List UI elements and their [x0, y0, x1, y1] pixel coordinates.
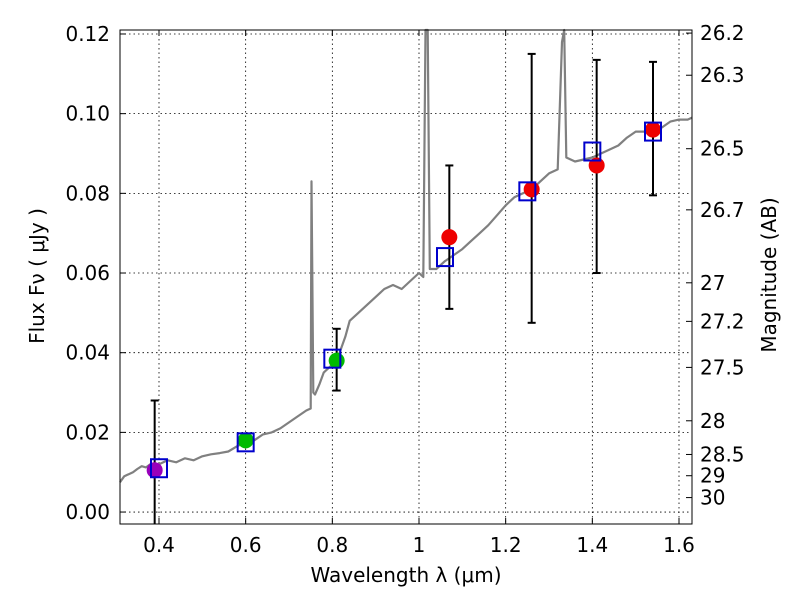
observed-point: [441, 229, 458, 246]
y-tick-label: 0.10: [65, 102, 110, 126]
x-tick-label: 0.8: [316, 533, 348, 557]
y-tick-label: 0.04: [65, 341, 110, 365]
grid-lines: [120, 30, 692, 524]
x-axis: 0.4 0.6 0.8 1 1.2 1.4 1.6: [143, 30, 695, 557]
model-point: [583, 141, 602, 162]
x-tick-label: 1.2: [490, 533, 522, 557]
observed-point: [645, 121, 661, 138]
magnitude-tick-label: 27.5: [700, 355, 745, 379]
errorbar-layer: [150, 52, 657, 524]
magnitude-tick-label: 26.7: [700, 198, 745, 222]
x-axis-label: Wavelength λ (μm): [310, 563, 501, 587]
magnitude-tick-label: 29: [700, 464, 725, 488]
x-tick-label: 1.6: [663, 533, 695, 557]
observed-point: [328, 352, 345, 369]
magnitude-axis-label: Magnitude (AB): [757, 197, 781, 352]
model-point: [236, 432, 255, 453]
model-point: [323, 348, 342, 369]
y-tick-label: 0.08: [65, 181, 110, 205]
model-point: [518, 181, 537, 202]
x-tick-label: 1: [413, 533, 426, 557]
y-tick-label: 0.00: [65, 500, 110, 524]
observed-point: [237, 432, 254, 449]
y-axis-label: Flux Fν ( μJy ): [25, 208, 49, 344]
y-tick-label: 0.12: [65, 22, 110, 46]
magnitude-tick-label: 28: [700, 409, 725, 433]
observed-point: [523, 181, 540, 198]
magnitude-tick-label: 30: [700, 486, 725, 510]
y-tick-label: 0.02: [65, 420, 110, 444]
plot-frame: [119, 29, 693, 525]
x-tick-label: 1.4: [576, 533, 608, 557]
magnitude-tick-label: 28.5: [700, 442, 745, 466]
x-tick-label: 0.6: [230, 533, 262, 557]
model-points-layer: [150, 121, 662, 479]
template-spectrum-layer: [119, 28, 693, 483]
model-point: [150, 458, 168, 479]
y-axis: 0.00 0.02 0.04 0.06 0.08 0.10 0.12: [65, 22, 126, 524]
observed-points-layer: [146, 121, 661, 479]
observed-point: [146, 462, 163, 479]
magnitude-tick-label: 26.3: [700, 63, 745, 87]
x-tick-label: 0.4: [143, 533, 175, 557]
y-tick-label: 0.06: [65, 261, 110, 285]
template-spectrum-line: [119, 28, 693, 483]
model-point: [644, 121, 662, 142]
magnitude-tick-label: 27.2: [700, 309, 745, 333]
magnitude-tick-label: 27: [700, 271, 725, 295]
model-point: [436, 247, 454, 268]
magnitude-tick-label: 26.5: [700, 137, 745, 161]
magnitude-tick-label: 26.2: [700, 21, 745, 45]
